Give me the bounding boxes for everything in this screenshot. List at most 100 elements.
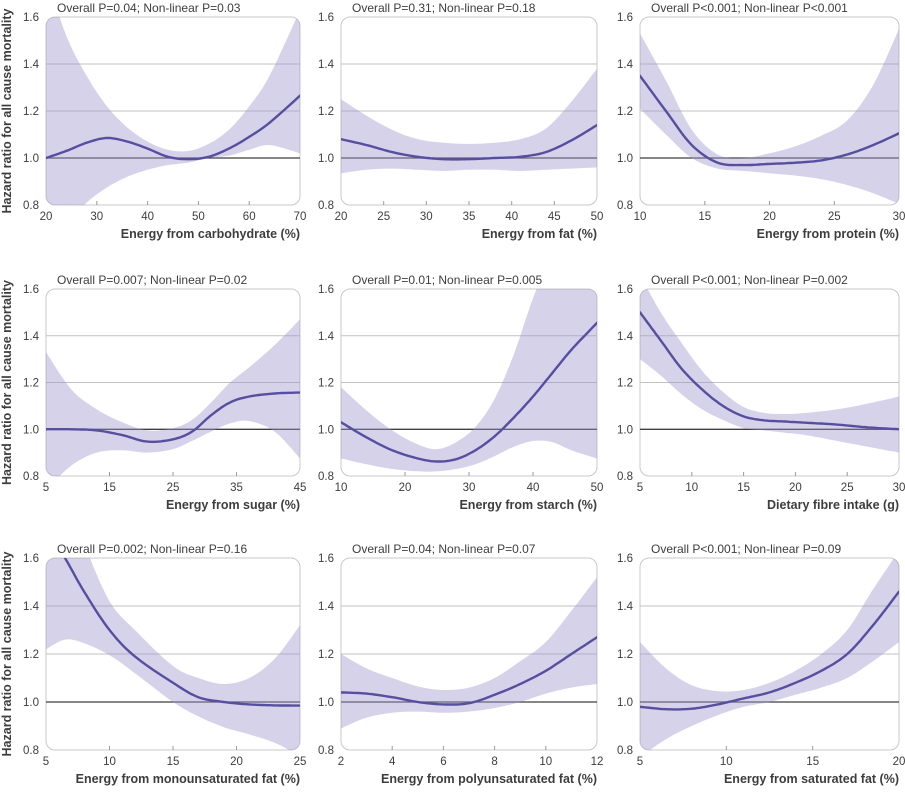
x-tick-label: 8 xyxy=(491,756,497,768)
y-tick-label: 1.2 xyxy=(617,378,633,390)
y-tick-label: 1.6 xyxy=(318,12,334,24)
panel-energy-from-fat: 20 25 30 35 40 45 50 0.8 1.0 1.2 1.4 1.6 Overall P=0… xyxy=(310,0,607,264)
x-tick-label: 70 xyxy=(294,211,307,223)
y-tick-label: 1.2 xyxy=(617,106,633,118)
hazard-ratio-curve xyxy=(341,321,597,463)
panel-title: Overall P=0.31; Non-linear P=0.18 xyxy=(352,1,536,15)
panel-title: Overall P=0.04; Non-linear P=0.03 xyxy=(57,1,241,15)
x-tick-label: 10 xyxy=(685,482,698,494)
panel-title: Overall P<0.001; Non-linear P=0.002 xyxy=(651,273,848,287)
y-tick-label: 1.4 xyxy=(617,59,634,71)
y-axis-label: Hazard ratio for all cause mortality xyxy=(0,551,14,756)
panel-energy-from-monounsaturated-fat: 5 10 15 20 25 0.8 1.0 1.2 1.4 1.6 Overall P=0.002;… xyxy=(0,528,310,792)
y-tick-label: 1.4 xyxy=(617,601,634,613)
y-tick-label: 1.2 xyxy=(23,649,39,661)
y-tick-label: 1.4 xyxy=(23,601,40,613)
panel-title: Overall P<0.001; Non-linear P<0.001 xyxy=(651,1,848,15)
panel-energy-from-sugar: 5 15 25 35 45 0.8 1.0 1.2 1.4 1.6 Overall P=0.007;… xyxy=(0,264,310,528)
panel-title: Overall P=0.04; Non-linear P=0.07 xyxy=(352,542,536,556)
y-tick-label: 1.0 xyxy=(318,697,334,709)
x-tick-label: 5 xyxy=(637,756,643,768)
x-tick-label: 15 xyxy=(698,211,711,223)
x-axis-label: Energy from protein (%) xyxy=(757,227,899,241)
confidence-band xyxy=(341,289,597,472)
y-tick-label: 1.6 xyxy=(318,284,334,296)
x-axis-label: Energy from fat (%) xyxy=(482,227,597,241)
panel-energy-from-saturated-fat: 5 10 15 20 0.8 1.0 1.2 1.4 1.6 Overall P<0.001; N… xyxy=(607,528,905,792)
y-tick-label: 1.0 xyxy=(23,153,39,165)
x-tick-label: 60 xyxy=(243,211,256,223)
panel-title: Overall P=0.01; Non-linear P=0.005 xyxy=(352,273,542,287)
hr-spline-chart-dietary-fibre-intake-g: 5 10 15 20 25 30 0.8 1.0 1.2 1.4 1.6 Overall P<0.00… xyxy=(617,273,905,512)
y-tick-label: 1.6 xyxy=(23,553,39,565)
x-tick-label: 2 xyxy=(338,756,344,768)
x-tick-label: 10 xyxy=(103,756,116,768)
x-tick-label: 5 xyxy=(637,482,643,494)
x-tick-label: 20 xyxy=(893,756,905,768)
hr-spline-chart-energy-from-fat: 20 25 30 35 40 45 50 0.8 1.0 1.2 1.4 1.6 Overall P=0… xyxy=(318,1,604,241)
y-tick-label: 1.4 xyxy=(318,59,335,71)
y-tick-label: 1.6 xyxy=(617,12,633,24)
confidence-band xyxy=(46,558,300,750)
hazard-ratio-curve xyxy=(640,311,899,431)
x-tick-label: 12 xyxy=(591,756,604,768)
x-tick-label: 10 xyxy=(634,211,647,223)
y-tick-label: 0.8 xyxy=(23,745,39,757)
x-axis-label: Energy from saturated fat (%) xyxy=(724,772,899,786)
y-tick-label: 1.6 xyxy=(617,553,633,565)
confidence-band xyxy=(46,319,300,476)
panel-dietary-fibre-intake-g: 5 10 15 20 25 30 0.8 1.0 1.2 1.4 1.6 Overall P<0.00… xyxy=(607,264,905,528)
y-tick-label: 1.2 xyxy=(318,649,334,661)
y-tick-label: 0.8 xyxy=(617,745,633,757)
confidence-band xyxy=(341,68,597,174)
y-tick-label: 0.8 xyxy=(318,745,334,757)
y-tick-label: 0.8 xyxy=(318,200,334,212)
y-tick-label: 1.4 xyxy=(23,59,40,71)
y-tick-label: 1.6 xyxy=(617,284,633,296)
confidence-band xyxy=(341,577,597,729)
x-tick-label: 6 xyxy=(440,756,446,768)
panel-energy-from-starch: 10 20 30 40 50 0.8 1.0 1.2 1.4 1.6 Overall P=0.01;… xyxy=(310,264,607,528)
hazard-ratio-curve xyxy=(46,391,300,444)
x-axis-label: Energy from sugar (%) xyxy=(166,498,300,512)
confidence-band xyxy=(640,558,899,750)
hr-spline-chart-energy-from-sugar: 5 15 25 35 45 0.8 1.0 1.2 1.4 1.6 Overall P=0.007;… xyxy=(0,273,306,512)
y-tick-label: 1.6 xyxy=(318,553,334,565)
x-tick-label: 35 xyxy=(230,482,243,494)
confidence-band xyxy=(46,17,300,205)
x-tick-label: 15 xyxy=(737,482,750,494)
y-tick-label: 1.0 xyxy=(617,153,633,165)
hazard-ratio-curve xyxy=(46,94,300,161)
y-tick-label: 1.2 xyxy=(617,649,633,661)
x-tick-label: 15 xyxy=(167,756,180,768)
y-tick-label: 0.8 xyxy=(617,200,633,212)
x-tick-label: 15 xyxy=(103,482,116,494)
x-tick-label: 10 xyxy=(539,756,552,768)
x-tick-label: 40 xyxy=(527,482,540,494)
x-tick-label: 5 xyxy=(43,482,49,494)
hr-spline-chart-energy-from-carbohydrate: 20 30 40 50 60 70 0.8 1.0 1.2 1.4 1.6 Overall P=0.0… xyxy=(0,1,307,241)
x-tick-label: 10 xyxy=(335,482,348,494)
panel-title: Overall P<0.001; Non-linear P=0.09 xyxy=(651,542,841,556)
panel-title: Overall P=0.002; Non-linear P=0.16 xyxy=(57,542,247,556)
hazard-ratio-curve xyxy=(640,74,899,167)
confidence-band xyxy=(640,28,899,204)
y-tick-label: 0.8 xyxy=(23,471,39,483)
y-tick-label: 1.0 xyxy=(617,697,633,709)
hr-spline-chart-energy-from-protein: 10 15 20 25 30 0.8 1.0 1.2 1.4 1.6 Overall P<0.001… xyxy=(617,1,905,241)
x-tick-label: 50 xyxy=(192,211,205,223)
hr-spline-chart-energy-from-polyunsaturated-fat: 2 4 6 8 10 12 0.8 1.0 1.2 1.4 1.6 Overall P=0.04; N… xyxy=(318,542,604,786)
hazard-ratio-curve xyxy=(46,558,300,707)
x-tick-label: 20 xyxy=(763,211,776,223)
x-tick-label: 40 xyxy=(505,211,518,223)
y-tick-label: 1.6 xyxy=(23,284,39,296)
y-tick-label: 1.0 xyxy=(617,424,633,436)
x-tick-label: 25 xyxy=(294,756,307,768)
y-tick-label: 0.8 xyxy=(318,471,334,483)
x-tick-label: 50 xyxy=(591,211,604,223)
x-axis-label: Energy from starch (%) xyxy=(459,498,597,512)
y-axis-label: Hazard ratio for all cause mortality xyxy=(0,280,14,485)
x-tick-label: 25 xyxy=(828,211,841,223)
panel-energy-from-protein: 10 15 20 25 30 0.8 1.0 1.2 1.4 1.6 Overall P<0.001… xyxy=(607,0,905,264)
x-tick-label: 20 xyxy=(789,482,802,494)
